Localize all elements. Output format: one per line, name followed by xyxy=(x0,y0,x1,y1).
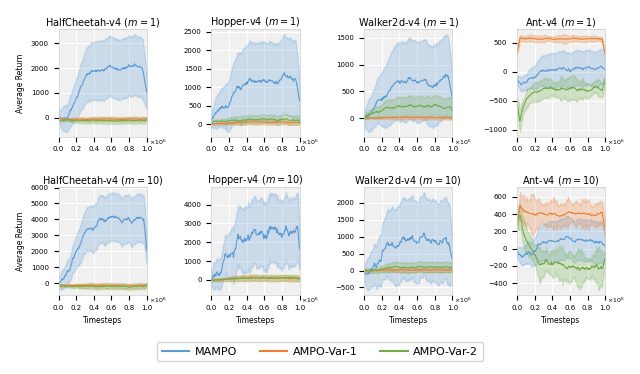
Y-axis label: Average Return: Average Return xyxy=(16,212,25,271)
Text: $\times10^6$: $\times10^6$ xyxy=(148,296,166,306)
Title: Hopper-v4 $(m=1)$: Hopper-v4 $(m=1)$ xyxy=(210,15,301,29)
Text: $\times10^6$: $\times10^6$ xyxy=(454,296,472,306)
Text: $\times10^6$: $\times10^6$ xyxy=(301,138,319,147)
Text: $\times10^6$: $\times10^6$ xyxy=(607,138,625,147)
X-axis label: Timesteps: Timesteps xyxy=(388,316,428,325)
Title: Walker2d-v4 $(m=1)$: Walker2d-v4 $(m=1)$ xyxy=(358,16,459,29)
Title: HalfCheetah-v4 $(m=1)$: HalfCheetah-v4 $(m=1)$ xyxy=(45,16,161,29)
Text: $\times10^6$: $\times10^6$ xyxy=(148,138,166,147)
Title: Ant-v4 $(m=10)$: Ant-v4 $(m=10)$ xyxy=(522,174,600,187)
Title: Ant-v4 $(m=1)$: Ant-v4 $(m=1)$ xyxy=(525,16,597,29)
Legend: MAMPO, AMPO-Var-1, AMPO-Var-2: MAMPO, AMPO-Var-1, AMPO-Var-2 xyxy=(157,342,483,361)
Y-axis label: Average Return: Average Return xyxy=(16,53,25,113)
Title: Hopper-v4 $(m=10)$: Hopper-v4 $(m=10)$ xyxy=(207,173,304,187)
X-axis label: Timesteps: Timesteps xyxy=(83,316,122,325)
Text: $\times10^6$: $\times10^6$ xyxy=(454,138,472,147)
X-axis label: Timesteps: Timesteps xyxy=(541,316,580,325)
Text: $\times10^6$: $\times10^6$ xyxy=(301,296,319,306)
Title: HalfCheetah-v4 $(m=10)$: HalfCheetah-v4 $(m=10)$ xyxy=(42,174,163,187)
Text: $\times10^6$: $\times10^6$ xyxy=(607,296,625,306)
X-axis label: Timesteps: Timesteps xyxy=(236,316,275,325)
Title: Walker2d-v4 $(m=10)$: Walker2d-v4 $(m=10)$ xyxy=(355,174,462,187)
